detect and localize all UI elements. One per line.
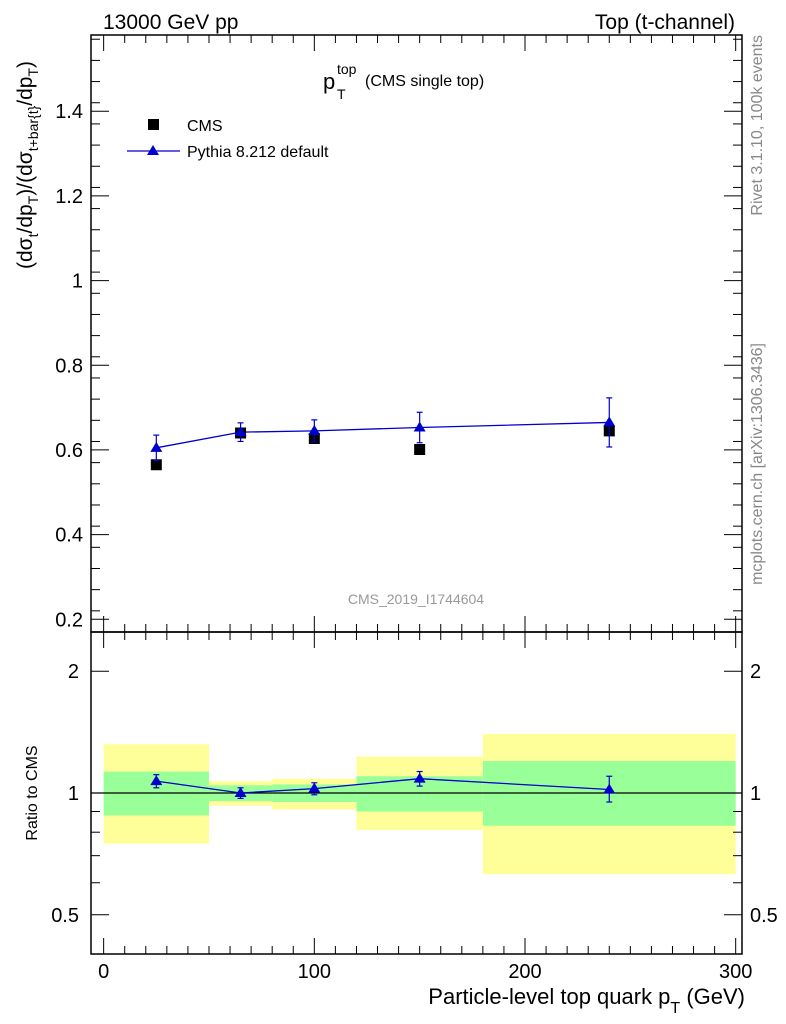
xlabel-sub: T (670, 1000, 680, 1017)
pythia-point (603, 416, 616, 427)
xtick-label: 300 (719, 961, 752, 983)
main-ytick-label: 0.8 (55, 355, 83, 377)
ratio-ytick-label-right: 2 (750, 661, 761, 683)
xtick-label: 100 (298, 961, 331, 983)
ylabel-part-7: T (25, 68, 41, 77)
main-ytick-label: 0.4 (55, 525, 83, 547)
ratio-ytick-label-left: 0.5 (51, 905, 79, 927)
cms-point (150, 459, 162, 471)
pythia-point (234, 426, 247, 437)
main-marks (150, 397, 616, 471)
ratio-marks (150, 770, 616, 803)
ylabel-part-1: t (25, 233, 41, 237)
analysis-id: CMS_2019_I1744604 (348, 591, 484, 607)
title-p: p (323, 69, 335, 94)
main-ylabel: (dσt/dpT)/(dσt+bar{t}/dpT) (14, 61, 41, 269)
pythia-line (156, 421, 610, 449)
main-ytick-label: 1 (72, 271, 83, 293)
ratio-ytick-label-left: 1 (68, 783, 79, 805)
legend-cms-label: CMS (187, 118, 223, 135)
ratio-ytick-label-right: 0.5 (750, 905, 778, 927)
pythia-point (308, 424, 321, 435)
legend: CMS Pythia 8.212 default (127, 118, 329, 161)
ylabel-part-8: ) (14, 61, 37, 68)
ylabel-part-2: /dp (14, 204, 37, 233)
ylabel-part-5: t+bar{t} (25, 105, 41, 151)
ratio-frame (90, 631, 743, 955)
cms-point (414, 444, 426, 456)
xlabel: Particle-level top quark pT (GeV) (428, 984, 745, 1017)
pythia-point (413, 421, 426, 432)
ylabel-part-6: /dp (14, 77, 37, 106)
header-left: 13000 GeV pp (103, 11, 238, 34)
ratio-panel: 0.5 0.5 1 1 2 2 0 100 200 300 (51, 631, 778, 983)
ratio-point (413, 772, 426, 783)
main-ytick-label: 1.4 (55, 101, 83, 123)
ratio-point (308, 782, 321, 793)
xlabel-suffix: (GeV) (680, 984, 745, 1009)
xtick-label: 0 (98, 961, 109, 983)
ylabel-part-4: )/(dσ (14, 151, 37, 196)
header-right: Top (t-channel) (595, 11, 735, 34)
xtick-label: 200 (508, 961, 541, 983)
legend-pythia-marker (147, 145, 159, 155)
ratio-ylabel: Ratio to CMS (24, 745, 41, 840)
ratio-ticks: 0.5 0.5 1 1 2 2 0 100 200 300 (51, 631, 778, 983)
ylabel-part-0: (dσ (14, 237, 37, 269)
title-sub: T (337, 86, 346, 102)
main-ytick-label: 0.2 (55, 609, 83, 631)
main-ticks: 0.2 0.4 0.6 0.8 1 1.2 1.4 (55, 35, 742, 633)
ratio-point (234, 787, 247, 797)
title-sup: top (337, 61, 357, 77)
pythia-point (150, 441, 163, 452)
title-suffix: (CMS single top) (365, 73, 484, 90)
ylabel-part-3: T (25, 195, 41, 204)
legend-pythia-label: Pythia 8.212 default (187, 144, 329, 161)
legend-cms-marker (148, 119, 159, 130)
xlabel-main: Particle-level top quark p (428, 984, 670, 1009)
ratio-ytick-label-right: 1 (750, 783, 761, 805)
main-ylabel-text: (dσt/dpT)/(dσt+bar{t}/dpT) (14, 61, 41, 269)
main-ytick-label: 1.2 (55, 186, 83, 208)
main-ytick-label: 0.6 (55, 440, 83, 462)
ratio-point (603, 783, 616, 794)
ratio-ytick-label-left: 2 (68, 661, 79, 683)
plot-title: p top T (CMS single top) (323, 61, 484, 102)
mcplots-label: mcplots.cern.ch [arXiv:1306.3436] (749, 343, 766, 585)
ratio-point (150, 775, 163, 786)
rivet-label: Rivet 3.1.10, 100k events (749, 35, 766, 216)
ratio-bands (91, 733, 742, 875)
